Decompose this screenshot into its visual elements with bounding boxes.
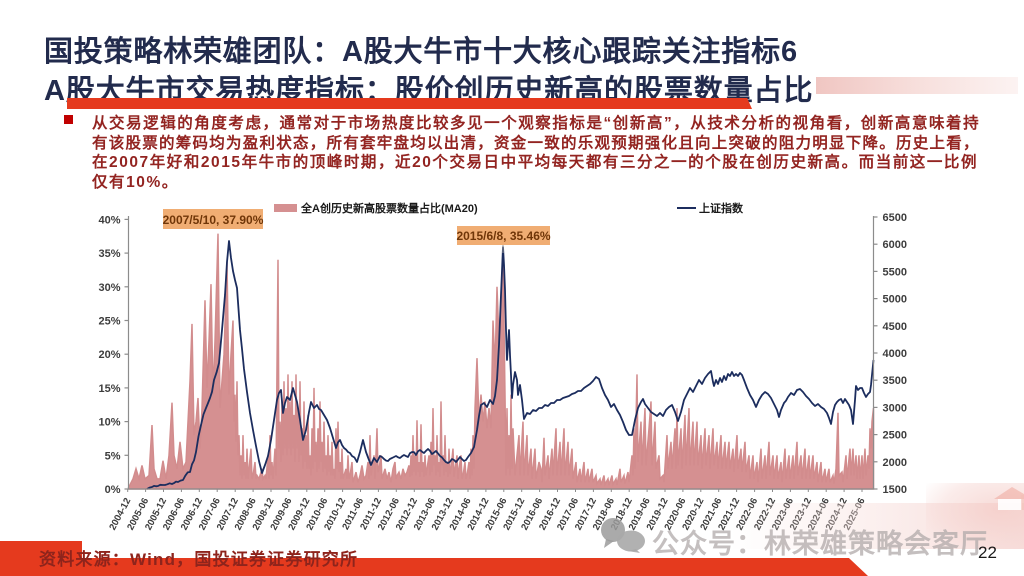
svg-text:5000: 5000 <box>883 294 907 306</box>
svg-text:2015/6/8, 35.46%: 2015/6/8, 35.46% <box>456 229 550 243</box>
svg-text:25%: 25% <box>98 316 120 328</box>
svg-text:4000: 4000 <box>883 348 907 360</box>
svg-text:上证指数: 上证指数 <box>699 201 744 215</box>
svg-text:3000: 3000 <box>883 402 907 414</box>
svg-text:2500: 2500 <box>883 430 907 442</box>
svg-text:15%: 15% <box>98 383 120 395</box>
svg-text:1500: 1500 <box>883 484 907 496</box>
svg-text:3500: 3500 <box>883 375 907 387</box>
svg-text:5500: 5500 <box>883 266 907 278</box>
svg-text:35%: 35% <box>98 248 120 260</box>
svg-text:10%: 10% <box>98 417 120 429</box>
svg-text:20%: 20% <box>98 349 120 361</box>
svg-text:5%: 5% <box>105 450 121 462</box>
svg-text:6500: 6500 <box>883 212 907 224</box>
svg-text:0%: 0% <box>105 484 121 496</box>
svg-text:30%: 30% <box>98 282 120 294</box>
svg-text:2000: 2000 <box>883 457 907 469</box>
svg-text:2007/5/10, 37.90%: 2007/5/10, 37.90% <box>163 213 264 227</box>
svg-text:6000: 6000 <box>883 239 907 251</box>
svg-text:40%: 40% <box>98 214 120 226</box>
svg-text:4500: 4500 <box>883 321 907 333</box>
svg-text:全A创历史新高股票数量占比(MA20): 全A创历史新高股票数量占比(MA20) <box>300 201 478 215</box>
